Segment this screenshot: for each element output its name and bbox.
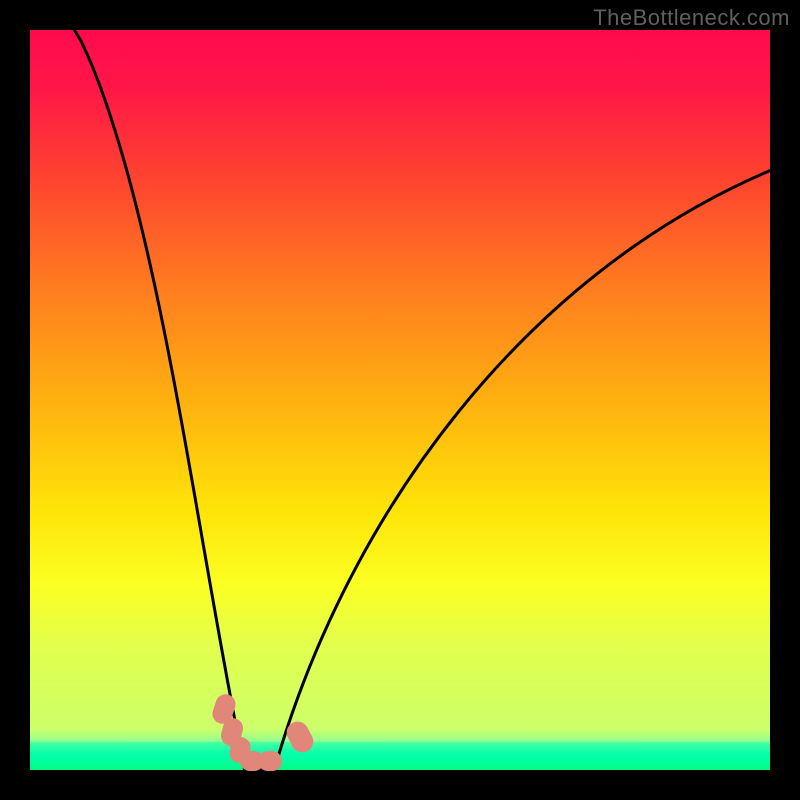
plot-area [30, 30, 770, 770]
curve-svg [30, 30, 770, 770]
data-marker [258, 751, 282, 771]
bottleneck-curve [74, 30, 770, 770]
bottom-green-band [30, 742, 770, 770]
watermark-text: TheBottleneck.com [593, 5, 790, 31]
